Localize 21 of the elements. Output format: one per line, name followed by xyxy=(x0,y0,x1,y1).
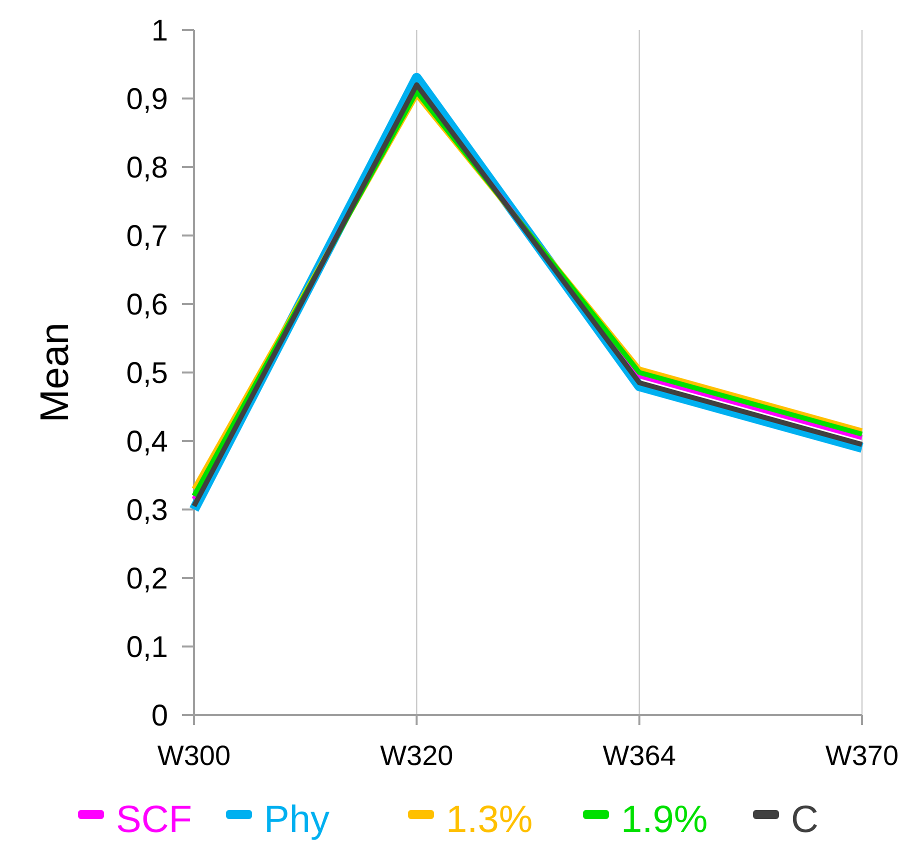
y-tick-label: 0,9 xyxy=(126,83,168,116)
x-tick-label: W300 xyxy=(157,740,231,771)
y-tick-label: 0,8 xyxy=(126,152,168,184)
y-tick-label: 0,7 xyxy=(126,220,168,253)
x-tick-label: W364 xyxy=(602,740,676,771)
y-tick-label: 0,6 xyxy=(126,288,168,322)
legend-label: Phy xyxy=(264,799,330,841)
y-tick-label: 1 xyxy=(151,14,168,48)
legend-label: C xyxy=(791,799,818,841)
y-tick-label: 0,2 xyxy=(126,562,168,596)
y-tick-label: 0,1 xyxy=(126,631,168,664)
y-tick-label: 0,3 xyxy=(126,494,168,527)
x-tick-label: W320 xyxy=(380,740,454,771)
y-tick-label: 0,4 xyxy=(126,426,168,458)
legend-label: 1.9% xyxy=(621,799,708,841)
legend-label: SCF xyxy=(116,799,192,841)
legend-label: 1.3% xyxy=(446,799,533,841)
y-tick-label: 0 xyxy=(151,700,168,732)
y-axis-title: Mean xyxy=(33,322,77,423)
y-tick-label: 0,5 xyxy=(126,357,168,390)
x-tick-label: W370 xyxy=(825,740,899,771)
